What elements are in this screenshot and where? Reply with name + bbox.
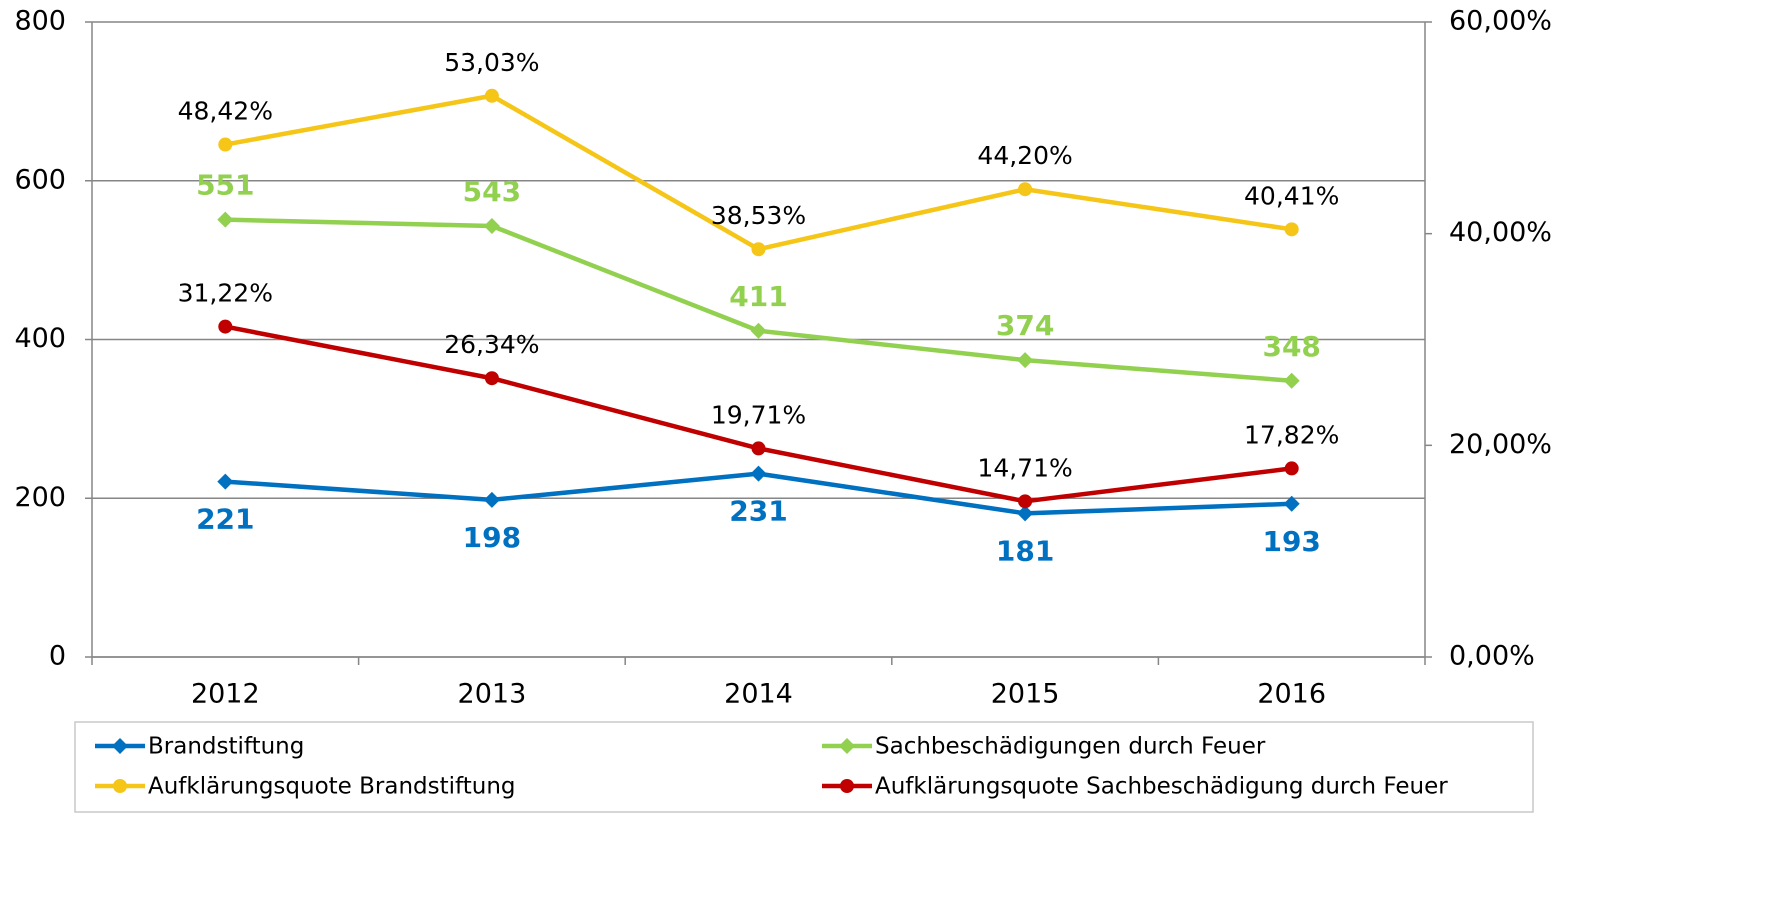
x-tick-label: 2016: [1257, 679, 1326, 710]
data-point: [484, 88, 499, 103]
y-tick-label: 800: [14, 6, 66, 37]
legend-marker: [113, 779, 127, 793]
legend-label: Aufklärungsquote Sachbeschädigung durch …: [875, 774, 1448, 800]
data-label: 53,03%: [444, 48, 539, 77]
x-tick-label: 2015: [991, 679, 1060, 710]
y2-tick-label: 20,00%: [1449, 429, 1552, 460]
legend-box: [74, 721, 1534, 813]
data-label: 19,71%: [711, 400, 806, 429]
legend-marker: [840, 779, 854, 793]
y2-tick-label: 0,00%: [1449, 641, 1535, 672]
data-point: [1283, 372, 1300, 389]
data-label: 411: [729, 280, 787, 313]
data-label: 31,22%: [178, 279, 273, 308]
data-point: [483, 217, 500, 234]
x-tick-label: 2012: [191, 679, 260, 710]
data-label: 198: [463, 521, 521, 554]
y-tick-label: 600: [14, 164, 66, 195]
data-label: 551: [196, 169, 254, 202]
data-label: 221: [196, 503, 254, 536]
data-point: [1284, 222, 1299, 237]
data-label: 348: [1262, 330, 1320, 363]
data-point: [484, 371, 499, 386]
data-point: [1018, 494, 1033, 509]
x-tick-label: 2013: [458, 679, 527, 710]
data-point: [1283, 495, 1300, 512]
legend-label: Brandstiftung: [148, 734, 304, 760]
data-point: [751, 242, 766, 257]
y-tick-label: 400: [14, 323, 66, 354]
data-point: [1018, 182, 1033, 197]
data-label: 193: [1262, 525, 1320, 558]
data-point: [483, 491, 500, 508]
data-label: 374: [996, 309, 1054, 342]
data-label: 48,42%: [178, 97, 273, 126]
legend-marker: [839, 738, 855, 754]
data-label: 231: [729, 495, 787, 528]
data-point: [218, 137, 233, 152]
data-label: 543: [463, 175, 521, 208]
data-point: [1284, 461, 1299, 476]
data-label: 38,53%: [711, 201, 806, 230]
data-point: [750, 322, 767, 339]
x-tick-label: 2014: [724, 679, 793, 710]
data-label: 17,82%: [1244, 420, 1339, 449]
data-point: [1017, 505, 1034, 522]
data-label: 44,20%: [977, 141, 1072, 170]
y2-tick-label: 60,00%: [1449, 6, 1552, 37]
y2-tick-label: 40,00%: [1449, 217, 1552, 248]
legend-marker: [112, 738, 128, 754]
data-point: [750, 465, 767, 482]
y-tick-label: 200: [14, 482, 66, 513]
data-label: 26,34%: [444, 330, 539, 359]
y-tick-label: 0: [49, 641, 66, 672]
data-point: [218, 319, 233, 334]
data-label: 40,41%: [1244, 181, 1339, 210]
data-label: 14,71%: [977, 453, 1072, 482]
legend-label: Sachbeschädigungen durch Feuer: [875, 734, 1266, 760]
data-point: [217, 473, 234, 490]
data-point: [1017, 352, 1034, 369]
data-point: [217, 211, 234, 228]
data-point: [751, 441, 766, 456]
data-label: 181: [996, 534, 1054, 567]
legend-label: Aufklärungsquote Brandstiftung: [148, 774, 516, 800]
